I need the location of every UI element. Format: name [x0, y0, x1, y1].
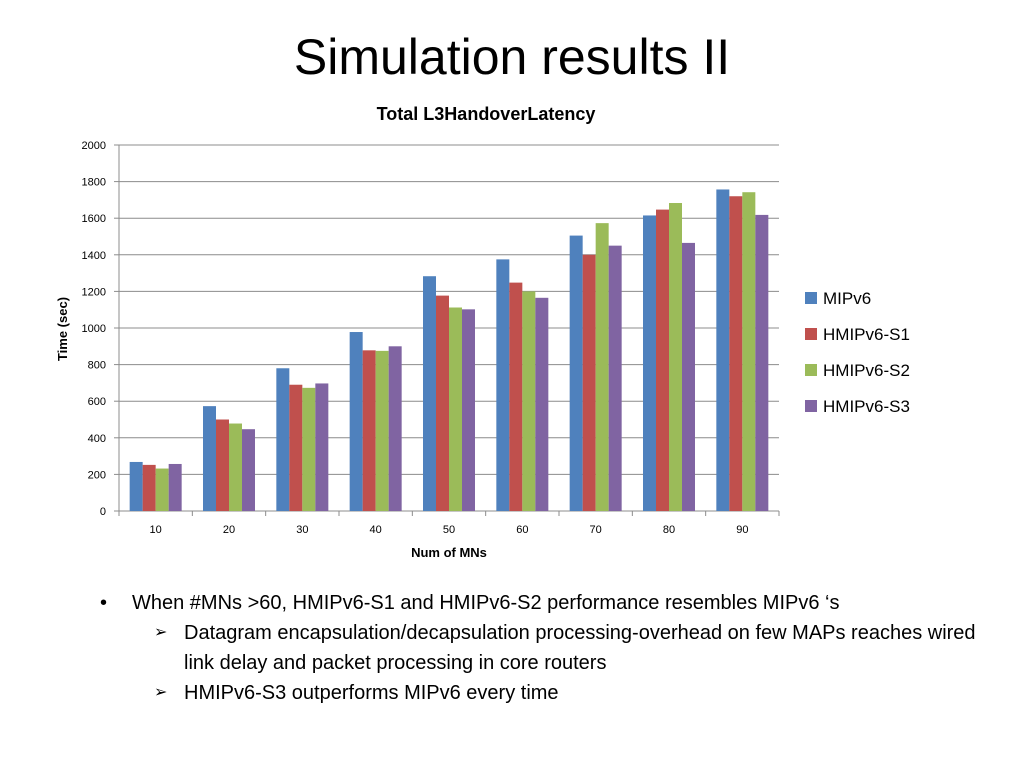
legend-label: HMIPv6-S3: [823, 397, 910, 416]
bullet-item: • When #MNs >60, HMIPv6-S1 and HMIPv6-S2…: [100, 588, 1000, 618]
bar: [142, 464, 156, 511]
bar: [375, 350, 389, 511]
x-axis-ticks: 10 20 30 40 50 60 70 80 90: [118, 511, 780, 536]
y-axis-label: Time (sec): [55, 297, 70, 361]
legend-label: HMIPv6-S1: [823, 325, 910, 344]
bar: [436, 295, 449, 511]
legend-label: HMIPv6-S2: [823, 361, 910, 380]
bar: [656, 209, 669, 511]
sub-bullet-text: HMIPv6-S3 outperforms MIPv6 every time: [184, 682, 559, 704]
legend-label: MIPv6: [823, 289, 871, 308]
legend-swatch: [805, 328, 817, 340]
bar: [462, 309, 475, 511]
bar: [643, 215, 656, 511]
y-tick-label: 200: [88, 469, 106, 481]
bar: [509, 282, 523, 511]
bar: [496, 259, 510, 511]
chart-title: Total L3HandoverLatency: [377, 104, 596, 124]
bar: [522, 291, 536, 511]
slide-title: Simulation results II: [293, 29, 731, 85]
x-tick-label: 60: [516, 524, 528, 536]
x-tick-label: 10: [150, 524, 162, 536]
chart-legend: MIPv6 HMIPv6-S1 HMIPv6-S2 HMIPv6-S3: [805, 289, 910, 416]
bar: [129, 461, 143, 511]
y-axis-ticks: 0 200 400 600 800 1000 1200 1400 1600 1800 2000: [82, 140, 119, 518]
bar: [155, 468, 169, 511]
bullet-list: • When #MNs >60, HMIPv6-S1 and HMIPv6-S2…: [100, 588, 1000, 708]
bar: [716, 189, 730, 511]
x-tick-label: 40: [370, 524, 382, 536]
bar: [729, 196, 743, 511]
bar: [203, 406, 216, 511]
chart-bars: [129, 189, 769, 512]
bar: [742, 192, 756, 511]
x-tick-label: 80: [663, 524, 675, 536]
bar: [569, 235, 583, 511]
bar: [216, 419, 229, 511]
bar: [535, 297, 549, 511]
bar: [449, 307, 462, 511]
x-tick-label: 90: [736, 524, 748, 536]
bar: [315, 383, 329, 511]
x-tick-label: 70: [590, 524, 602, 536]
bar: [302, 387, 316, 511]
y-tick-label: 2000: [82, 140, 106, 152]
y-tick-label: 1200: [82, 286, 106, 298]
legend-swatch: [805, 364, 817, 376]
y-tick-label: 1600: [82, 213, 106, 225]
x-tick-label: 20: [223, 524, 235, 536]
bar: [582, 254, 596, 512]
bar-chart: Total L3HandoverLatency 0200400600800100…: [55, 104, 910, 560]
bar: [595, 223, 609, 512]
bar: [423, 276, 436, 511]
y-tick-label: 1000: [82, 323, 106, 335]
legend-swatch: [805, 400, 817, 412]
bar: [229, 423, 242, 511]
sub-bullet-text: Datagram encapsulation/decapsulation pro…: [184, 622, 976, 674]
bar: [669, 203, 682, 512]
y-tick-label: 600: [88, 396, 106, 408]
bullet-marker: •: [100, 592, 108, 614]
bar: [349, 332, 363, 511]
arrow-bullet-icon: ➢: [154, 624, 168, 641]
bar: [682, 242, 695, 511]
bar: [242, 429, 255, 511]
y-tick-label: 0: [100, 506, 106, 518]
y-tick-label: 1400: [82, 250, 106, 262]
x-axis-label: Num of MNs: [411, 545, 487, 560]
bullet-text: When #MNs >60, HMIPv6-S1 and HMIPv6-S2 p…: [132, 592, 840, 614]
bar: [608, 245, 622, 511]
y-tick-label: 800: [88, 360, 106, 372]
bar: [276, 368, 290, 511]
bar: [755, 214, 769, 511]
sub-bullet-item: ➢ Datagram encapsulation/decapsulation p…: [100, 618, 1000, 678]
y-tick-label: 400: [88, 433, 106, 445]
arrow-bullet-icon: ➢: [154, 684, 168, 701]
bar: [362, 350, 376, 511]
bar: [168, 463, 182, 511]
sub-bullet-item: ➢ HMIPv6-S3 outperforms MIPv6 every time: [100, 678, 1000, 708]
x-tick-label: 50: [443, 524, 455, 536]
bar: [388, 346, 402, 511]
x-tick-label: 30: [296, 524, 308, 536]
legend-swatch: [805, 292, 817, 304]
bar: [289, 384, 303, 511]
y-tick-label: 1800: [82, 177, 106, 189]
